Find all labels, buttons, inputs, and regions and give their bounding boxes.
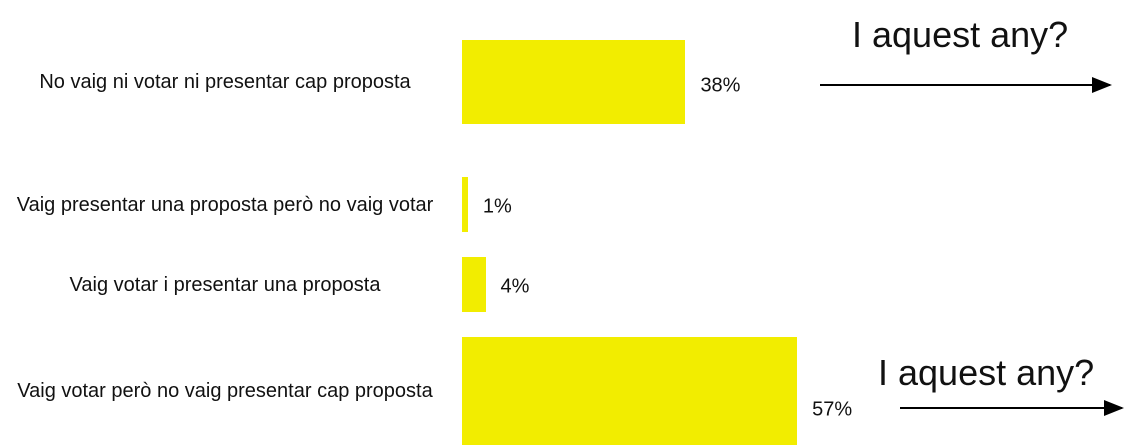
annotation: I aquest any? [852,14,1069,55]
category-label: Vaig votar però no vaig presentar cap pr… [17,380,433,402]
category-label: Vaig presentar una proposta però no vaig… [16,193,434,216]
value-label: 38% [700,74,741,97]
bar [462,337,798,445]
category-label: No vaig ni votar ni presentar cap propos… [39,71,411,93]
value-label: 1% [482,195,512,218]
category-label: Vaig votar i presentar una proposta [69,273,381,296]
bar [462,40,686,124]
bar [462,257,486,312]
value-label: 57% [812,398,853,421]
value-label: 4% [500,275,530,298]
annotation: I aquest any? [878,352,1095,393]
bar [462,177,468,232]
